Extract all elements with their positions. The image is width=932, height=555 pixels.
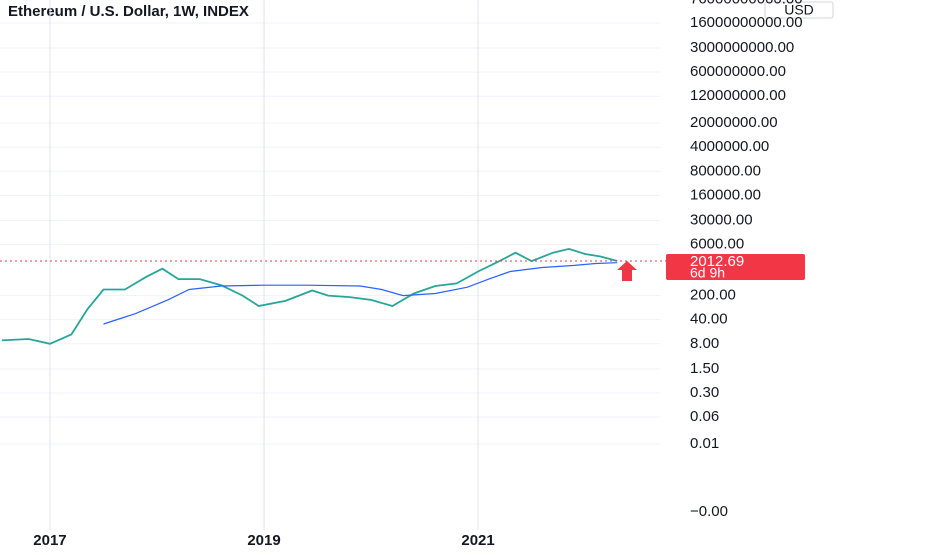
countdown-label: 6d 9h xyxy=(690,265,725,281)
currency-label: USD xyxy=(784,2,814,18)
y-tick-label: 600000000.00 xyxy=(690,63,786,80)
last-price-box xyxy=(666,253,805,280)
y-tick-label: 6000.00 xyxy=(690,236,744,253)
y-tick-label: 30000.00 xyxy=(690,211,753,228)
chart-title: Ethereum / U.S. Dollar, 1W, INDEX xyxy=(8,3,249,20)
y-tick-label: 120000000.00 xyxy=(690,87,786,104)
y-tick-label: 16000000000.00 xyxy=(690,14,803,31)
y-tick-label: 800000.00 xyxy=(690,162,761,179)
y-tick-label: 1.50 xyxy=(690,360,719,377)
currency-box xyxy=(764,1,834,19)
y-tick-label: 4000000.00 xyxy=(690,138,769,155)
y-tick-label: 76000000000.00 xyxy=(690,0,803,8)
y-tick-label: 160000.00 xyxy=(690,186,761,203)
y-tick-label: 3000000000.00 xyxy=(690,39,794,56)
x-tick-label: 2021 xyxy=(461,532,494,549)
y-tick-label: 200.00 xyxy=(690,287,736,304)
x-tick-label: 2019 xyxy=(247,532,280,549)
volume-axis-label: −0.00 xyxy=(690,503,728,520)
last-price-label: 2012.69 xyxy=(690,253,744,270)
arrow-annotation xyxy=(617,261,637,281)
y-tick-label: 40.00 xyxy=(690,311,728,328)
series-line xyxy=(1,247,618,345)
y-tick-label: 0.06 xyxy=(690,408,719,425)
y-tick-label: 8.00 xyxy=(690,335,719,352)
x-tick-label: 2017 xyxy=(33,532,66,549)
y-tick-label: 0.01 xyxy=(690,435,719,452)
y-tick-label: 20000000.00 xyxy=(690,114,778,131)
y-tick-label: 0.30 xyxy=(690,384,719,401)
series-line xyxy=(103,262,618,325)
